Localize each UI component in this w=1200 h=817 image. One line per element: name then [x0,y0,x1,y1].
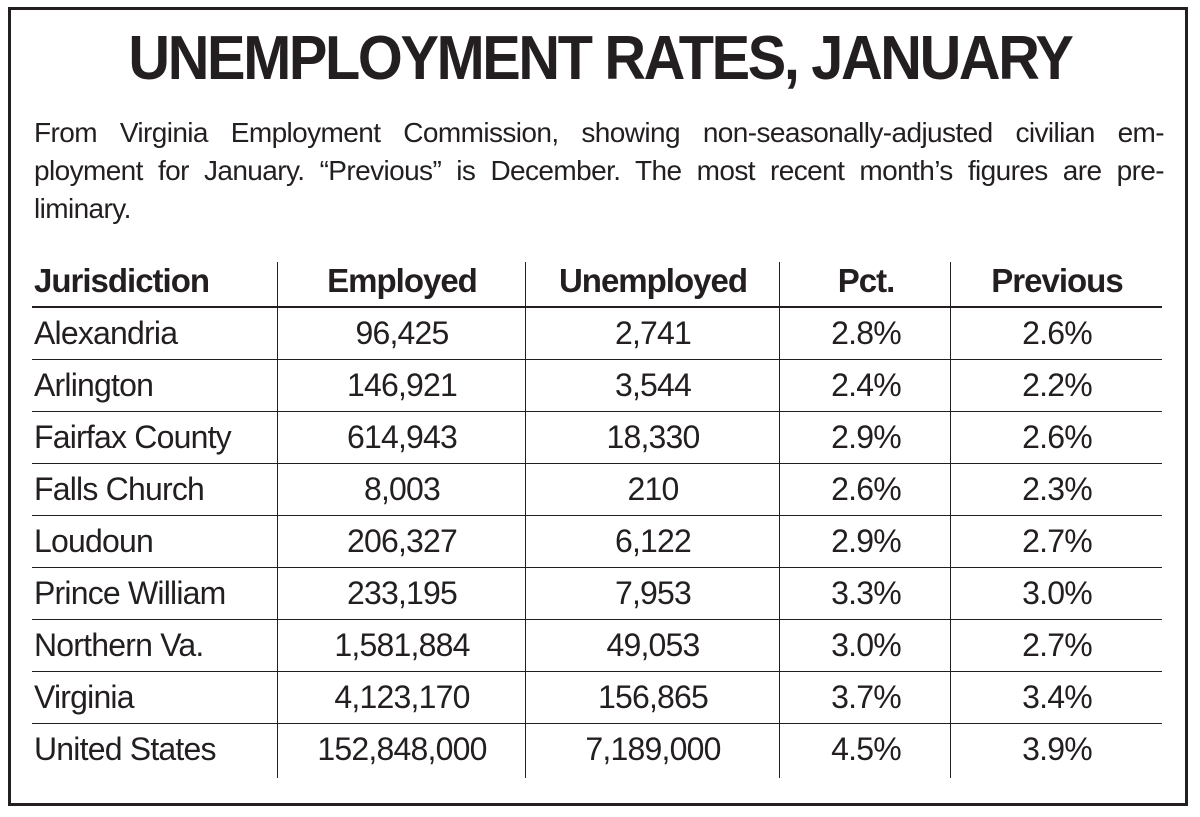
table-row: United States 152,848,000 7,189,000 4.5% 3.9… [32,724,1162,776]
table-row: Arlington 146,921 3,544 2.4% 2.2% [32,359,1162,412]
cell-pct: 3.7% [780,671,952,724]
table-row: Alexandria 96,425 2,741 2.8% 2.6% [32,307,1162,360]
cell-pct: 3.3% [780,567,952,620]
subtitle-line: liminary. [34,193,131,224]
cell-unemployed: 2,741 [526,307,780,360]
cell-employed: 233,195 [278,567,526,620]
table-row: Fairfax County 614,943 18,330 2.9% 2.6% [32,411,1162,464]
cell-jurisdiction: Prince William [32,567,278,620]
chart-subtitle: From Virginia Employment Commission, sho… [34,114,1165,228]
column-header-employed: Employed [278,256,526,308]
table-header-row: Jurisdiction Employed Unemployed Pct. Pr… [32,256,1162,308]
subtitle-line: From Virginia Employment Commission, sho… [34,117,1165,148]
cell-pct: 2.9% [780,411,952,464]
chart-title: UNEMPLOYMENT RATES, JANUARY [128,24,1073,93]
cell-previous: 3.9% [1022,731,1093,767]
cell-jurisdiction: Loudoun [32,515,278,568]
table-row: Falls Church 8,003 210 2.6% 2.3% [32,463,1162,516]
cell-pct: 2.8% [780,307,952,360]
cell-pct: 2.6% [780,463,952,516]
column-divider [779,262,780,778]
cell-previous: 2.6% [952,307,1162,360]
cell-employed: 96,425 [278,307,526,360]
column-divider [525,262,526,778]
cell-unemployed: 210 [526,463,780,516]
cell-employed: 8,003 [278,463,526,516]
cell-previous: 3.0% [952,567,1162,620]
cell-employed: 146,921 [278,359,526,412]
column-header-unemployed: Unemployed [526,256,780,308]
cell-jurisdiction: United States [34,731,217,767]
cell-pct: 4.5% [831,731,902,767]
cell-jurisdiction: Northern Va. [32,619,278,672]
cell-pct: 2.9% [780,515,952,568]
cell-jurisdiction: Alexandria [32,307,278,360]
cell-employed: 206,327 [278,515,526,568]
graphic-border [8,7,1188,806]
table-row: Prince William 233,195 7,953 3.3% 3.0% [32,567,1162,620]
cell-previous: 2.7% [952,515,1162,568]
cell-unemployed: 18,330 [526,411,780,464]
cell-unemployed: 3,544 [526,359,780,412]
cell-employed: 1,581,884 [278,619,526,672]
cell-jurisdiction: Arlington [32,359,278,412]
column-header-jurisdiction: Jurisdiction [32,256,278,308]
table-row: Loudoun 206,327 6,122 2.9% 2.7% [32,515,1162,568]
cell-unemployed: 6,122 [526,515,780,568]
cell-unemployed: 7,953 [526,567,780,620]
cell-jurisdiction: Falls Church [32,463,278,516]
cell-jurisdiction: Virginia [32,671,278,724]
cell-unemployed: 7,189,000 [585,731,721,767]
column-header-pct: Pct. [780,256,952,308]
cell-jurisdiction: Fairfax County [32,411,278,464]
cell-pct: 3.0% [780,619,952,672]
cell-employed: 4,123,170 [278,671,526,724]
table-row: Northern Va. 1,581,884 49,053 3.0% 2.7% [32,619,1162,672]
cell-previous: 2.2% [952,359,1162,412]
cell-employed: 152,848,000 [317,731,487,767]
column-header-previous: Previous [952,256,1162,308]
column-divider [277,262,278,778]
table-row: Virginia 4,123,170 156,865 3.7% 3.4% [32,671,1162,724]
cell-unemployed: 156,865 [526,671,780,724]
cell-previous: 2.3% [952,463,1162,516]
column-divider [950,262,951,778]
cell-employed: 614,943 [278,411,526,464]
subtitle-line: ployment for January. “Previous” is Dece… [34,155,1165,186]
cell-previous: 2.7% [952,619,1162,672]
cell-previous: 3.4% [952,671,1162,724]
cell-pct: 2.4% [780,359,952,412]
cell-previous: 2.6% [952,411,1162,464]
cell-unemployed: 49,053 [526,619,780,672]
unemployment-table: Jurisdiction Employed Unemployed Pct. Pr… [32,256,1162,775]
